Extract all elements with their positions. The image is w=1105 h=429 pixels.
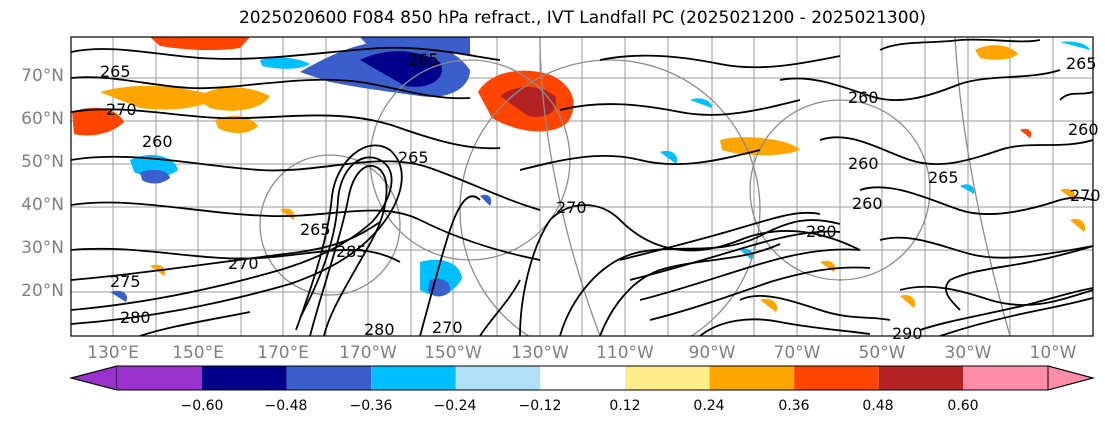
contour-label: 265 [100, 62, 131, 81]
contour-label: 280 [364, 320, 395, 339]
colorbar-tick-label: −0.48 [264, 398, 308, 414]
colorbar-segment [794, 366, 879, 390]
colorbar-segment [371, 366, 456, 390]
colorbar-tick-label: 0.48 [862, 398, 894, 414]
contour-label: 275 [110, 272, 141, 291]
lat-label-20n: 20°N [21, 281, 64, 301]
contour-label: 270 [432, 318, 463, 337]
contour-label: 290 [892, 324, 923, 343]
contour-label: 260 [852, 194, 883, 213]
contour-label: 270 [1070, 186, 1101, 205]
colorbar-segment [625, 366, 710, 390]
colorbar-outline [69, 365, 1095, 391]
contour-label: 270 [556, 198, 587, 217]
colorbar-tick-label: 0.24 [693, 398, 725, 414]
colorbar-segment [878, 366, 964, 390]
contour-label: 260 [848, 154, 879, 173]
colorbar-segment [202, 366, 287, 390]
colorbar-segment [117, 366, 202, 390]
contour-label: 265 [928, 168, 959, 187]
colorbar-tick-label: −0.60 [180, 398, 224, 414]
lat-label-50n: 50°N [21, 152, 64, 172]
great-circle-arcs [259, 37, 1011, 336]
lat-label-60n: 60°N [21, 109, 64, 129]
contour-label: 260 [142, 132, 173, 151]
colorbar-tick-label: 0.12 [609, 398, 641, 414]
contour-label: 270 [106, 100, 137, 119]
lon-label-170w: 170°W [339, 343, 397, 363]
colorbar-segment [963, 366, 1048, 390]
map-frame [70, 36, 1094, 337]
contour-label: 265 [1066, 54, 1097, 73]
contour-label: 265 [300, 220, 331, 239]
colorbar-segment [455, 366, 541, 390]
lon-label-130w: 130°W [511, 343, 569, 363]
contour-label: 260 [848, 88, 879, 107]
lon-label-50w: 50°W [858, 343, 906, 363]
colorbar-tick-label: 0.60 [947, 398, 979, 414]
contour-label: 265 [408, 50, 439, 69]
map-panel [71, 37, 1093, 336]
contour-label: 280 [806, 222, 837, 241]
lon-label-10w: 10°W [1029, 343, 1077, 363]
contour-label: 270 [228, 254, 259, 273]
lat-label-70n: 70°N [21, 66, 64, 86]
lon-label-150w: 150°W [424, 343, 482, 363]
colorbar-tick-label: −0.24 [433, 398, 477, 414]
lat-label-30n: 30°N [21, 238, 64, 258]
lon-label-130e: 130°E [87, 343, 139, 363]
colorbar-tick-label: −0.12 [518, 398, 562, 414]
lon-label-150e: 150°E [172, 343, 224, 363]
colorbar-tick-label: −0.36 [349, 398, 393, 414]
colorbar [69, 365, 1095, 391]
colorbar-segment [286, 366, 372, 390]
contour-label: 265 [398, 148, 429, 167]
contour-label: 280 [120, 308, 151, 327]
lon-label-70w: 70°W [773, 343, 821, 363]
refractivity-contours [71, 38, 1093, 336]
colorbar-tick-label: 0.36 [778, 398, 810, 414]
plot-title: 2025020600 F084 850 hPa refract., IVT La… [238, 8, 926, 28]
colorbar-extend-low [69, 365, 118, 391]
lon-label-110w: 110°W [596, 343, 654, 363]
lat-label-40n: 40°N [21, 195, 64, 215]
contour-label: 260 [1068, 120, 1099, 139]
lon-label-170e: 170°E [257, 343, 309, 363]
colorbar-extend-high [1047, 365, 1095, 391]
colorbar-segment [540, 366, 625, 390]
lon-label-30w: 30°W [944, 343, 992, 363]
colorbar-segment [709, 366, 795, 390]
contour-label: 285 [336, 242, 367, 261]
lon-label-90w: 90°W [688, 343, 736, 363]
